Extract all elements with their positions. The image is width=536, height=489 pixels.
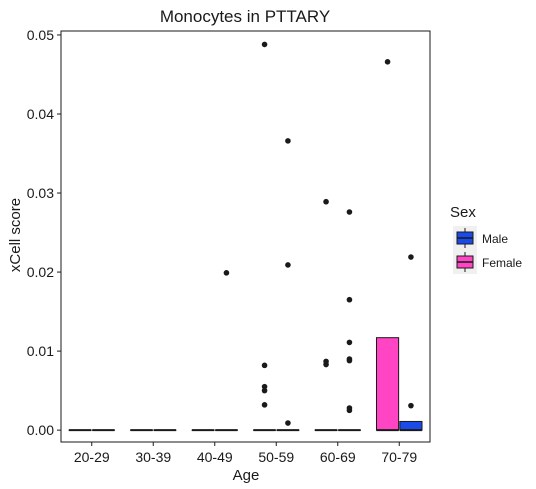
outlier-point [346,209,353,215]
y-tick-label: 0.02 [27,264,54,280]
box-group-male [276,138,300,432]
x-tick-label: 60-69 [320,449,356,465]
box-group-male [399,254,423,432]
y-tick-label: 0.03 [27,185,54,201]
x-tick-label: 20-29 [74,449,110,465]
outlier-point [285,138,291,144]
x-axis-label: Age [233,467,260,484]
outlier-point [346,407,353,414]
outlier-point [223,270,230,276]
outlier-point [408,254,414,260]
legend-title: Sex [450,204,476,221]
outlier-point [261,387,268,394]
outlier-point [261,383,268,390]
outlier-point [285,420,291,426]
legend-label: Male [482,232,508,246]
x-axis: 20-29 30-39 40-49 50-59 60-69 70-79 [74,442,417,465]
outlier-point [261,402,268,408]
box-group-male [337,209,362,432]
y-axis: 0.00 0.01 0.02 0.03 0.04 0.05 [27,27,61,438]
y-axis-label: xCell score [7,198,24,272]
outlier-point [261,362,268,369]
x-tick-label: 40-49 [197,449,233,465]
legend-label: Female [482,256,522,270]
outlier-point [346,339,353,346]
box-group-female [314,198,338,432]
legend: Sex Male Female [450,204,522,274]
x-tick-label: 50-59 [258,449,294,465]
box-group-male [214,270,239,432]
y-tick-label: 0.01 [27,343,54,359]
box [375,337,400,431]
outlier-point [285,262,291,268]
outlier-point [384,59,391,65]
box-group-female [375,59,400,432]
y-tick-label: 0.00 [27,422,54,438]
x-tick-label: 30-39 [135,449,171,465]
outlier-point [323,198,329,205]
y-tick-label: 0.05 [27,27,54,43]
outlier-point [323,361,329,368]
chart-title: Monocytes in PTTARY [160,7,330,26]
outlier-point [408,402,414,409]
box [399,420,423,431]
y-tick-label: 0.04 [27,106,54,122]
outlier-point [346,357,353,364]
box-series [68,41,423,432]
outlier-point [261,41,268,48]
outlier-point [346,296,353,303]
x-tick-label: 70-79 [381,449,417,465]
box-group-female [252,41,277,432]
plot-panel [60,30,431,443]
